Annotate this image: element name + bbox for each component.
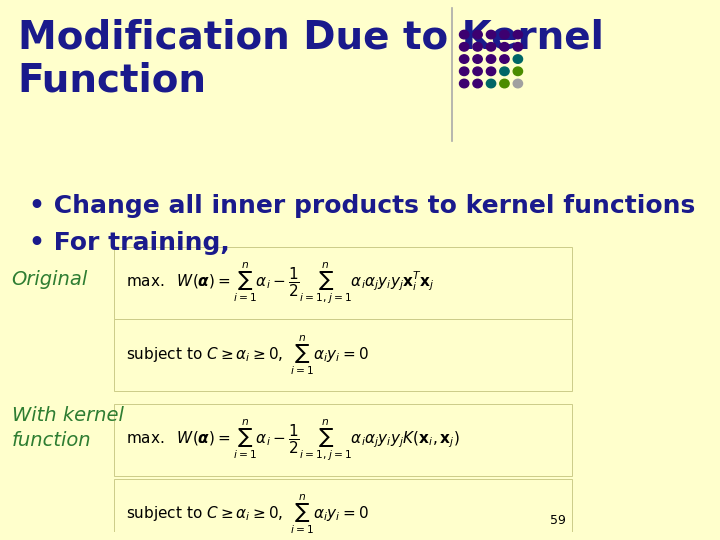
FancyBboxPatch shape	[114, 404, 572, 476]
Text: $\mathrm{max.}\ \ W(\boldsymbol{\alpha}) = \sum_{i=1}^{n} \alpha_i - \dfrac{1}{2: $\mathrm{max.}\ \ W(\boldsymbol{\alpha})…	[125, 260, 434, 306]
Circle shape	[486, 79, 495, 88]
Text: • Change all inner products to kernel functions: • Change all inner products to kernel fu…	[30, 194, 696, 218]
Circle shape	[459, 30, 469, 39]
Circle shape	[500, 30, 509, 39]
Text: With kernel
function: With kernel function	[12, 406, 124, 450]
Text: 59: 59	[551, 514, 567, 526]
Circle shape	[486, 30, 495, 39]
Circle shape	[459, 79, 469, 88]
Circle shape	[459, 55, 469, 63]
Circle shape	[473, 67, 482, 76]
Text: Modification Due to Kernel
Function: Modification Due to Kernel Function	[17, 18, 603, 99]
Circle shape	[513, 55, 523, 63]
Circle shape	[459, 67, 469, 76]
FancyBboxPatch shape	[114, 247, 572, 319]
Circle shape	[486, 43, 495, 51]
FancyBboxPatch shape	[114, 319, 572, 391]
Circle shape	[513, 67, 523, 76]
FancyBboxPatch shape	[114, 479, 572, 540]
Text: $\mathrm{subject\ to}\ C \geq \alpha_i \geq 0,\ \sum_{i=1}^{n} \alpha_i y_i = 0$: $\mathrm{subject\ to}\ C \geq \alpha_i \…	[125, 492, 368, 536]
Text: $\mathrm{max.}\ \ W(\boldsymbol{\alpha}) = \sum_{i=1}^{n} \alpha_i - \dfrac{1}{2: $\mathrm{max.}\ \ W(\boldsymbol{\alpha})…	[125, 417, 459, 463]
Circle shape	[500, 79, 509, 88]
Circle shape	[459, 43, 469, 51]
Circle shape	[486, 55, 495, 63]
Circle shape	[473, 55, 482, 63]
Circle shape	[473, 79, 482, 88]
Circle shape	[513, 79, 523, 88]
Text: $\mathrm{subject\ to}\ C \geq \alpha_i \geq 0,\ \sum_{i=1}^{n} \alpha_i y_i = 0$: $\mathrm{subject\ to}\ C \geq \alpha_i \…	[125, 333, 368, 376]
Circle shape	[473, 43, 482, 51]
Text: • For training,: • For training,	[30, 232, 230, 255]
Circle shape	[513, 43, 523, 51]
Circle shape	[500, 67, 509, 76]
Circle shape	[486, 67, 495, 76]
Circle shape	[513, 30, 523, 39]
Text: Original: Original	[12, 270, 88, 289]
Circle shape	[500, 43, 509, 51]
Circle shape	[500, 55, 509, 63]
Circle shape	[473, 30, 482, 39]
